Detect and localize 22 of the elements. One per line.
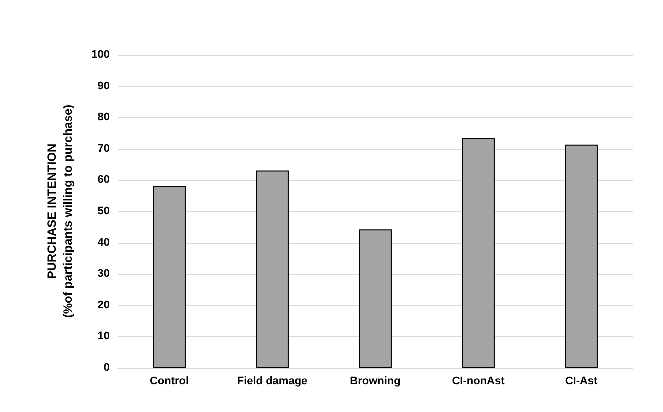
bar	[256, 170, 289, 368]
bar	[359, 230, 392, 368]
x-tick-label: Field damage	[237, 376, 308, 388]
y-axis-title: PURCHASE INTENTION (%of participants willing to purchase)	[45, 104, 75, 318]
x-tick-label: Browning	[350, 376, 401, 388]
y-tick-label: 90	[98, 80, 110, 92]
x-tick-label: CI-nonAst	[452, 376, 506, 388]
y-tick-label: 40	[98, 236, 110, 249]
y-tick-label: 100	[92, 49, 110, 61]
y-tick-label: 0	[104, 362, 110, 374]
y-tick-label: 80	[98, 112, 110, 124]
y-tick-label: 10	[98, 330, 110, 343]
bar	[153, 186, 186, 368]
y-tick-label: 70	[98, 142, 110, 155]
y-tick-label: 30	[98, 268, 110, 280]
bar	[565, 144, 598, 368]
x-tick-label: Control	[150, 376, 190, 388]
x-tick-label: CI-Ast	[565, 376, 598, 388]
bar	[462, 138, 495, 368]
y-tick-label: 20	[98, 299, 110, 312]
y-tick-label: 50	[98, 206, 110, 218]
y-tick-label: 60	[98, 174, 110, 186]
